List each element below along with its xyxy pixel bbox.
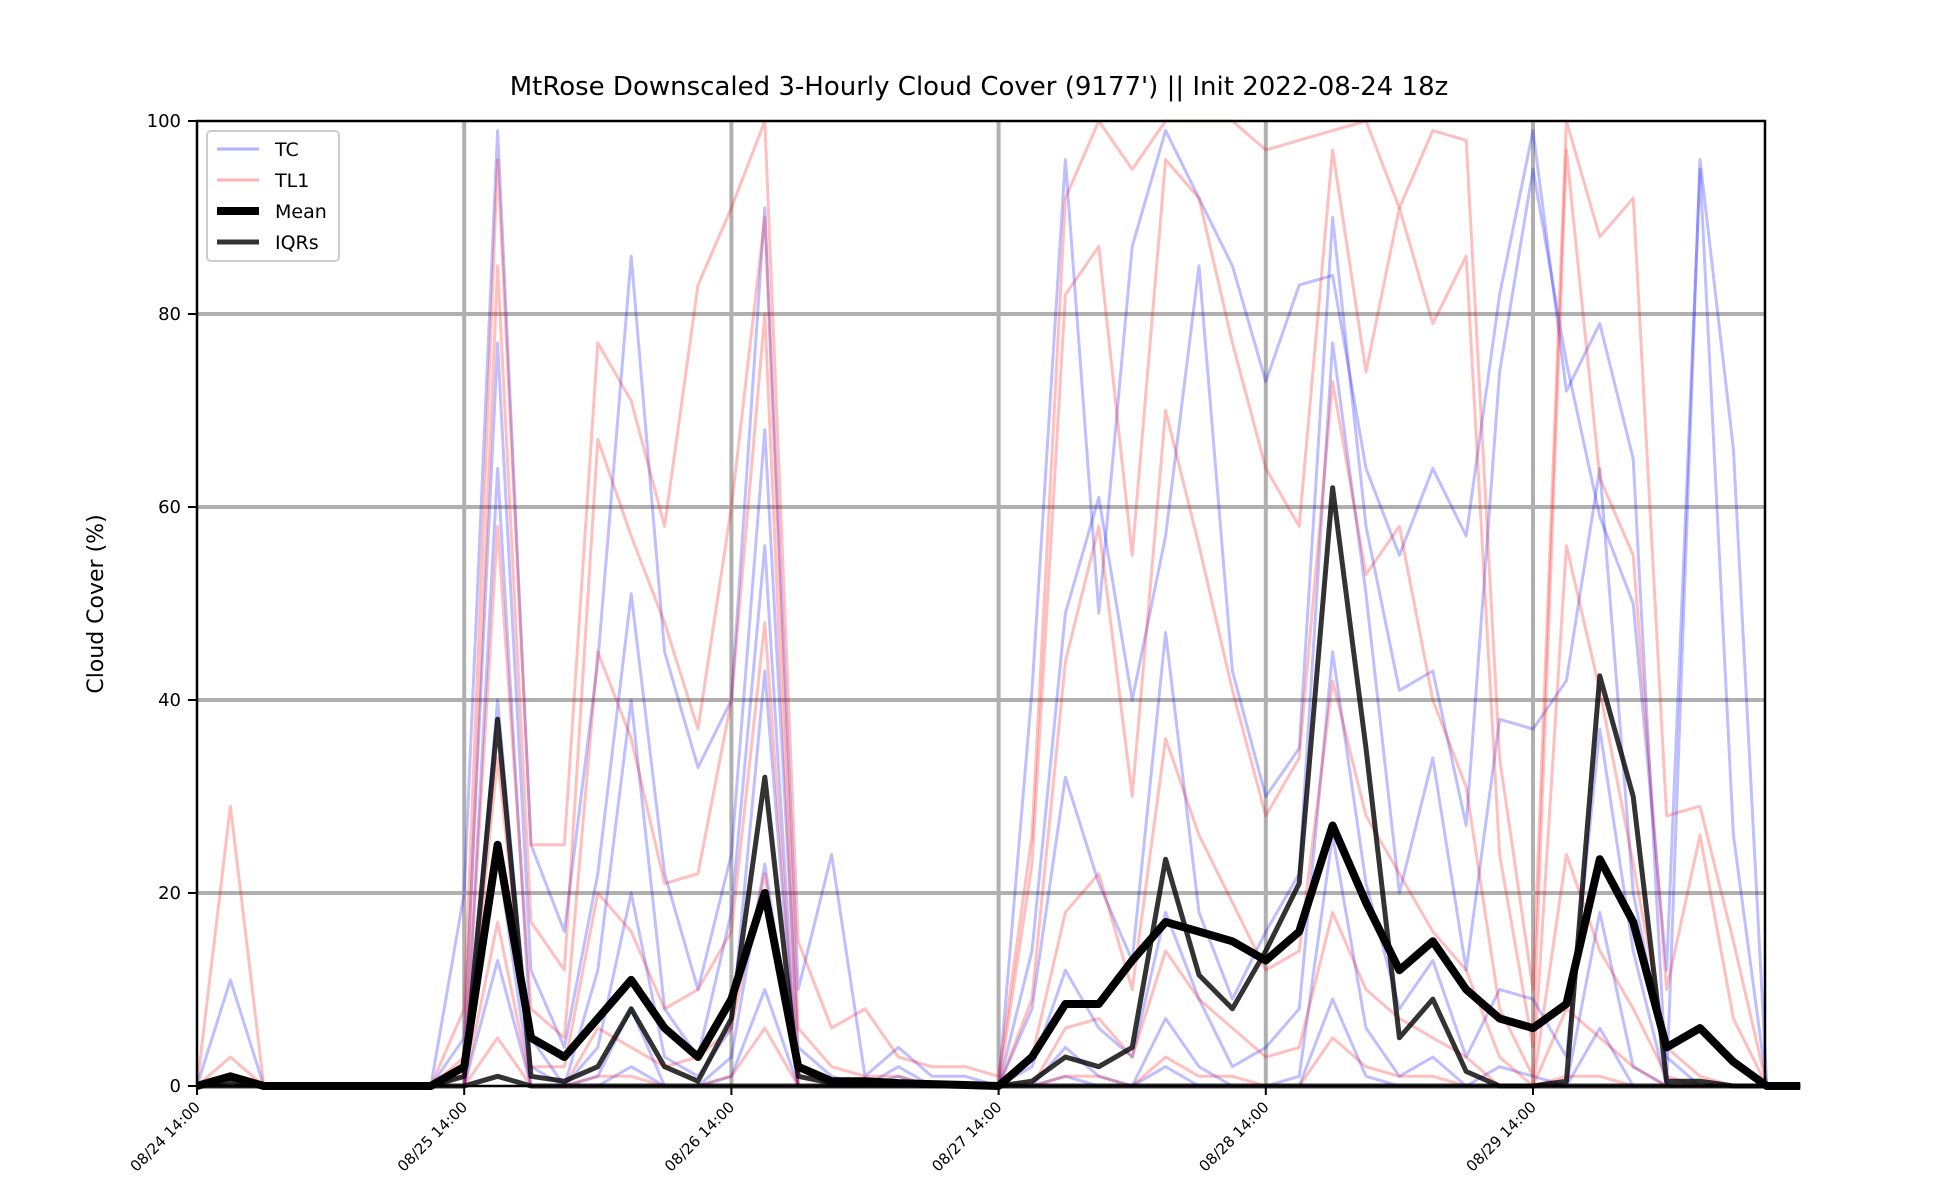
y-tick-label: 40: [158, 690, 181, 711]
x-tick-label: 08/27 14:00: [928, 1098, 1005, 1175]
x-tick-label: 08/26 14:00: [661, 1098, 738, 1175]
legend-label-mean: Mean: [275, 201, 327, 223]
legend-label-tl1: TL1: [274, 170, 309, 192]
plot-area-frame: [195, 119, 1767, 1088]
y-tick-label: 0: [170, 1076, 181, 1097]
y-tick-label: 80: [158, 304, 181, 325]
y-axis-label: Cloud Cover (%): [84, 514, 109, 693]
x-tick-label: 08/29 14:00: [1463, 1098, 1540, 1175]
legend-box: [206, 130, 340, 262]
ensemble-line-tl1-6: [195, 119, 1801, 1088]
legend: TC TL1 Mean IQRs: [206, 130, 340, 262]
x-tick-label: 08/24 14:00: [127, 1098, 204, 1175]
y-tick-label: 100: [147, 111, 181, 132]
x-tick-label: 08/28 14:00: [1195, 1098, 1272, 1175]
y-tick-label: 20: [158, 883, 181, 904]
legend-label-iqrs: IQRs: [275, 232, 319, 254]
y-tick-label: 60: [158, 497, 181, 518]
grid-lines: [197, 121, 1765, 1086]
chart-title: MtRose Downscaled 3-Hourly Cloud Cover (…: [510, 72, 1449, 102]
legend-label-tc: TC: [274, 139, 299, 161]
x-tick-label: 08/25 14:00: [394, 1098, 471, 1175]
